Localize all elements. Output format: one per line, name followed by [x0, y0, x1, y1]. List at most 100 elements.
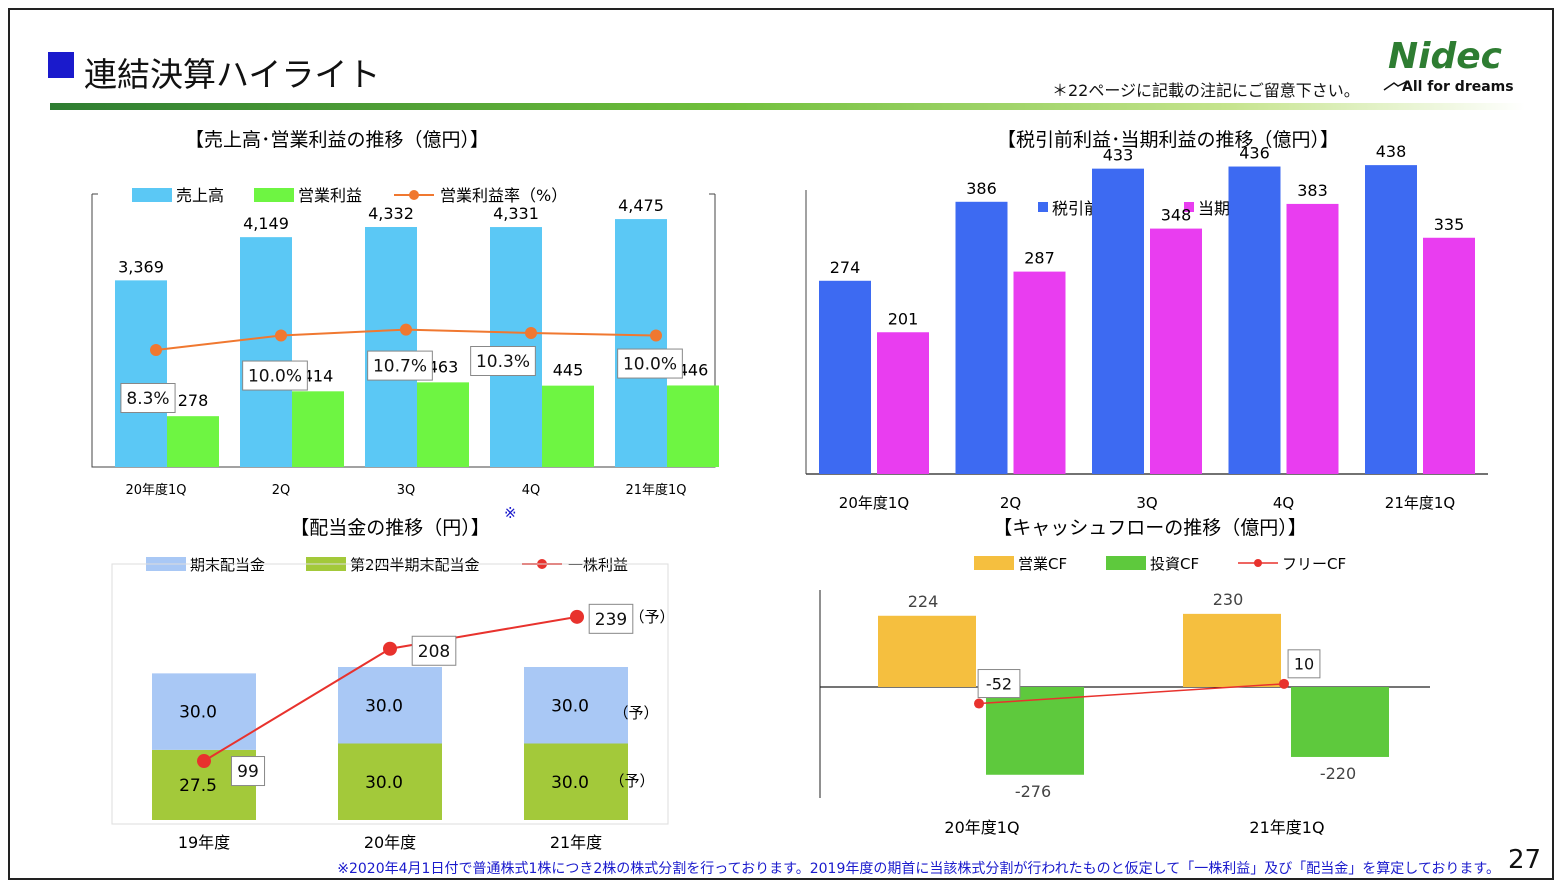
legend-swatch-pretax [1038, 202, 1048, 212]
label-dividend-end: 30.0 [551, 696, 589, 716]
label-sales: 3,369 [118, 257, 164, 276]
label-op-income: 463 [428, 357, 459, 376]
eps-point [570, 609, 584, 624]
bar-dividend-end [524, 667, 628, 744]
forecast-mark-dividend-end: （予） [613, 704, 658, 722]
x-tick-label: 21年度1Q [625, 482, 686, 498]
legend-swatch-icf [1106, 556, 1146, 570]
pretax-net-title: 【税引前利益･当期利益の推移（億円）】 [997, 129, 1339, 151]
label-sales: 4,475 [618, 196, 664, 215]
dividend-frame [111, 563, 669, 825]
label-op-income: 446 [678, 360, 709, 379]
bar-icf [1291, 687, 1389, 757]
x-tick-label: 20年度1Q [839, 494, 909, 510]
label-dividend-q2: 30.0 [551, 773, 589, 793]
label-pretax: 436 [1239, 144, 1270, 163]
legend-marker-op-margin [409, 190, 419, 200]
fcf-polyline [978, 683, 1285, 705]
legend-swatch-op-income [254, 188, 294, 202]
legend-label-eps: 一株利益 [568, 556, 628, 574]
label-fcf-box [977, 669, 1021, 699]
title-marker [48, 52, 74, 78]
bar-pretax [819, 280, 871, 474]
label-pretax: 386 [966, 179, 997, 198]
legend-label-dividend-q2: 第2四半期末配当金 [350, 556, 480, 574]
legend-swatch-net [1184, 202, 1194, 212]
page-number: 27 [1508, 845, 1542, 875]
pretax-net-chart: 【税引前利益･当期利益の推移（億円）】 税引前利益当期利益 274 201 386 2… [805, 129, 1488, 510]
header-rule [50, 103, 1525, 110]
bar-dividend-q2 [524, 743, 628, 820]
label-net: 201 [888, 309, 919, 328]
label-op-margin: 10.0% [623, 355, 677, 375]
pretax-net-legend: 税引前利益当期利益 [1038, 199, 1262, 218]
label-ocf: 230 [1213, 590, 1244, 609]
x-tick-label: 2Q [1000, 494, 1021, 510]
legend-label-icf: 投資CF [1150, 555, 1199, 573]
bar-dividend-q2 [338, 743, 442, 820]
nidec-logo: Nidec All for dreams [1380, 30, 1530, 98]
bar-sales [240, 237, 292, 467]
bar-ocf [878, 615, 976, 687]
label-net: 287 [1024, 249, 1055, 268]
bar-op-income [542, 385, 594, 467]
label-eps: 239 [595, 610, 627, 630]
label-sales: 4,331 [493, 204, 539, 223]
label-op-margin: 10.3% [476, 352, 530, 372]
cashflow-labels: 224 -276 230 -220 -52 10 [908, 590, 1356, 801]
cashflow-legend: 営業CF 投資CF フリーCF [974, 555, 1346, 573]
fcf-line [974, 678, 1289, 709]
label-net: 335 [1434, 215, 1465, 234]
label-dividend-q2: 27.5 [179, 776, 217, 796]
svg-text:Nidec: Nidec [1388, 36, 1502, 77]
bar-op-income [417, 382, 469, 467]
sales-op-labels: 3,369 278 4,149 414 4,332 463 4,331 445 4,475 446… [118, 196, 709, 413]
eps-point [197, 754, 211, 769]
label-eps: 99 [237, 762, 259, 782]
legend-label-op-income: 営業利益 [298, 186, 362, 205]
op-margin-point [525, 327, 537, 339]
label-op-margin: 8.3% [126, 389, 169, 409]
bar-pretax [955, 201, 1008, 475]
x-tick-label: 4Q [522, 483, 541, 498]
op-margin-point [275, 329, 287, 342]
label-fcf: 10 [1294, 655, 1314, 674]
legend-label-ocf: 営業CF [1018, 555, 1067, 573]
label-sales: 4,332 [368, 204, 414, 223]
bar-net [1286, 203, 1339, 475]
bar-dividend-end [152, 673, 256, 750]
label-ocf: 224 [908, 592, 939, 611]
label-op-margin-box [242, 360, 308, 391]
cashflow-chart: 【キャッシュフローの推移（億円）】 営業CF 投資CF フリーCF 224-2762… [819, 517, 1430, 837]
label-sales: 4,149 [243, 214, 289, 233]
label-op-income: 445 [553, 361, 584, 380]
label-eps: 208 [418, 642, 450, 662]
x-tick-label: 20年度1Q [125, 482, 186, 498]
slide: 連結決算ハイライト ＊22ページに記載の注記にご留意下さい。 Nidec All… [8, 8, 1554, 880]
bar-pretax [1365, 165, 1417, 474]
bar-sales [115, 280, 167, 467]
fcf-point [974, 698, 984, 709]
x-tick-label: 20年度1Q [944, 818, 1019, 837]
legend-label-dividend-end: 期末配当金 [190, 556, 265, 574]
op-margin-point [150, 344, 162, 356]
label-eps-box [230, 756, 266, 787]
legend-swatch-sales [132, 188, 172, 202]
label-dividend-end: 30.0 [365, 696, 403, 716]
cashflow-x-axis: 20年度1Q 21年度1Q [944, 818, 1324, 837]
op-margin-line [150, 323, 662, 356]
x-tick-label: 21年度1Q [1249, 818, 1324, 837]
sales-op-bars [115, 219, 719, 467]
bar-op-income [667, 385, 719, 467]
x-tick-label: 4Q [1273, 494, 1294, 510]
cashflow-bars [878, 613, 1389, 775]
dividend-bars [152, 667, 628, 820]
pretax-net-x-axis: 20年度1Q 2Q 3Q 4Q 21年度1Q [839, 494, 1455, 510]
dividend-title-mark: ※ [504, 504, 517, 522]
label-pretax: 274 [830, 258, 861, 277]
label-op-income: 414 [303, 366, 334, 385]
forecast-mark-eps: （予） [629, 608, 674, 626]
dividend-legend: 期末配当金 第2四半期末配当金 一株利益 [146, 556, 628, 574]
x-tick-label: 20年度 [364, 833, 416, 850]
